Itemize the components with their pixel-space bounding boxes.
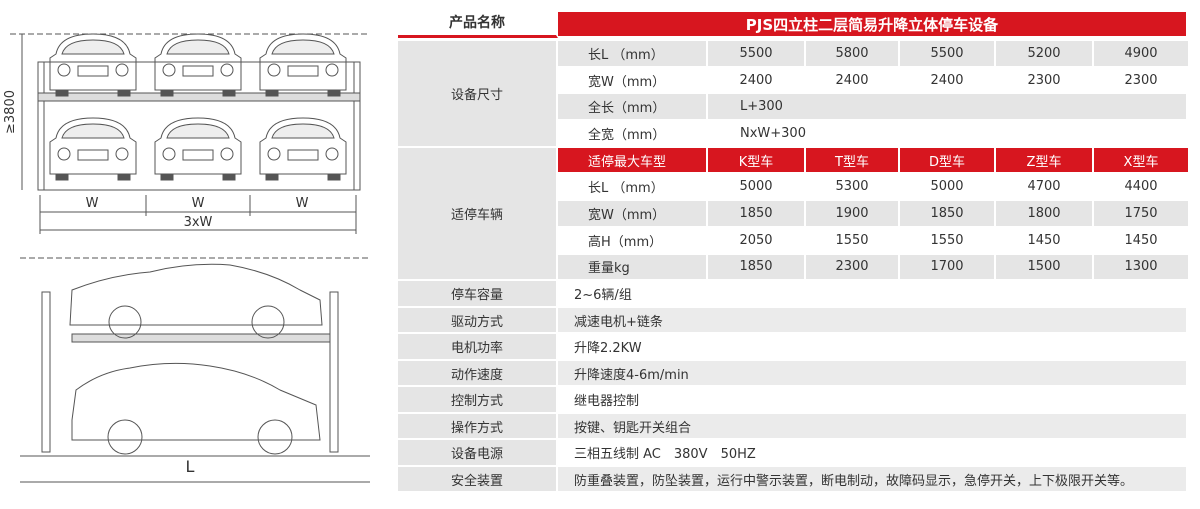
spec-label: 控制方式	[398, 387, 558, 414]
row-value: 4700	[996, 174, 1094, 202]
row-value: T型车	[806, 147, 900, 175]
bay-width: W	[192, 196, 205, 211]
spec-label: 电机功率	[398, 334, 558, 361]
group-label: 适停车辆	[398, 147, 558, 282]
row-value: K型车	[708, 147, 806, 175]
spec-value: 按键、钥匙开关组合	[558, 413, 1188, 441]
row-label: 长L （mm）	[558, 41, 708, 68]
spec-value: 升降速度4-6m/min	[558, 360, 1188, 388]
spec-value: 三相五线制 AC 380V 50HZ	[558, 440, 1188, 467]
row-label: 长L （mm）	[558, 174, 708, 202]
row-value: 5500	[708, 41, 806, 68]
row-value: D型车	[900, 147, 996, 175]
row-value: NxW+300	[708, 121, 1188, 148]
row-value: 2300	[806, 254, 900, 282]
spec-value: 继电器控制	[558, 387, 1188, 414]
row-value: 1850	[708, 254, 806, 282]
row-value: 1550	[900, 227, 996, 255]
row-value: L+300	[708, 94, 1188, 122]
row-label: 全长（mm）	[558, 94, 708, 122]
spec-label: 停车容量	[398, 281, 558, 308]
row-value: 4400	[1094, 174, 1190, 202]
row-value: 2050	[708, 227, 806, 255]
row-value: 2400	[708, 67, 806, 95]
row-value: 5500	[900, 41, 996, 68]
row-value: 5300	[806, 174, 900, 202]
row-value: 2400	[900, 67, 996, 95]
row-value: 4900	[1094, 41, 1190, 68]
row-value: 5800	[806, 41, 900, 68]
row-value: 2300	[1094, 67, 1190, 95]
row-label: 适停最大车型	[558, 147, 708, 175]
row-value: X型车	[1094, 147, 1190, 175]
row-value: 1850	[900, 201, 996, 228]
row-value: 1800	[996, 201, 1094, 228]
car-front	[154, 33, 242, 97]
total-width: 3xW	[184, 215, 213, 230]
row-value: 1700	[900, 254, 996, 282]
spec-label: 操作方式	[398, 413, 558, 441]
row-value: 1850	[708, 201, 806, 228]
length-label: L	[186, 457, 195, 476]
spec-label: 动作速度	[398, 360, 558, 388]
car-front	[49, 117, 137, 181]
height-label: ≥3800	[3, 90, 18, 134]
car-front	[49, 33, 137, 97]
car-front	[259, 117, 347, 181]
car-front	[259, 33, 347, 97]
spec-value: 2~6辆/组	[558, 281, 1188, 308]
group-label: 设备尺寸	[398, 41, 558, 148]
drawings: W W W 3xW ≥3800 L	[3, 33, 370, 483]
row-label: 高H（mm）	[558, 227, 708, 255]
car-front	[154, 117, 242, 181]
header-title: PJS四立柱二层简易升降立体停车设备	[558, 12, 1188, 38]
row-value: 1300	[1094, 254, 1190, 282]
row-label: 重量kg	[558, 254, 708, 282]
row-value: 1450	[1094, 227, 1190, 255]
row-value: 1900	[806, 201, 900, 228]
row-value: 2400	[806, 67, 900, 95]
row-value: 1750	[1094, 201, 1190, 228]
spec-value: 升降2.2KW	[558, 334, 1188, 361]
spec-label: 设备电源	[398, 440, 558, 467]
row-value: 1450	[996, 227, 1094, 255]
spec-value: 减速电机+链条	[558, 307, 1188, 335]
bay-width: W	[296, 196, 309, 211]
header-label: 产品名称	[398, 8, 558, 38]
row-value: 1500	[996, 254, 1094, 282]
side-view	[20, 257, 370, 483]
row-value: 2300	[996, 67, 1094, 95]
spec-label: 安全装置	[398, 466, 558, 494]
row-label: 全宽（mm）	[558, 121, 708, 148]
row-label: 宽W（mm）	[558, 67, 708, 95]
row-value: 5000	[708, 174, 806, 202]
row-value: 5200	[996, 41, 1094, 68]
spec-value: 防重叠装置，防坠装置，运行中警示装置，断电制动，故障码显示，急停开关，上下极限开…	[558, 466, 1188, 494]
row-value: Z型车	[996, 147, 1094, 175]
spec-label: 驱动方式	[398, 307, 558, 335]
row-value: 5000	[900, 174, 996, 202]
bay-width: W	[86, 196, 99, 211]
front-view-frame	[10, 33, 370, 234]
row-value: 1550	[806, 227, 900, 255]
row-label: 宽W（mm）	[558, 201, 708, 228]
